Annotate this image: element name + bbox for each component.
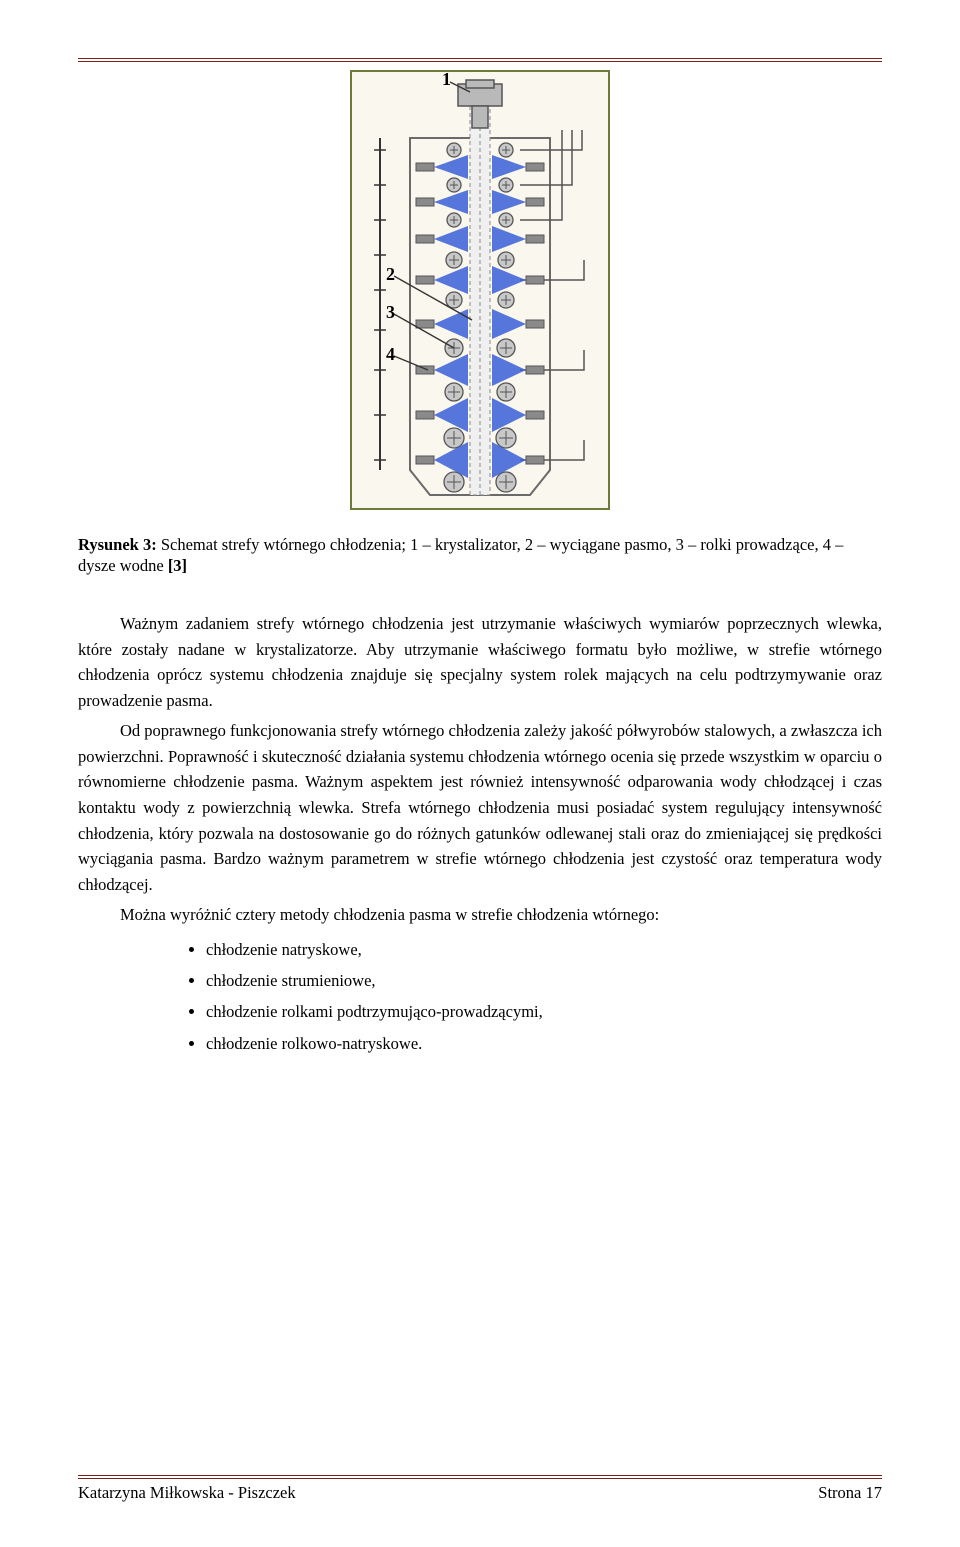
list-item: chłodzenie rolkowo-natryskowe. (206, 1028, 882, 1059)
paragraph-3: Można wyróżnić cztery metody chłodzenia … (78, 902, 882, 928)
page: 1 2 3 4 Rysunek 3: Schemat strefy wtórne… (0, 0, 960, 1547)
body-text: Ważnym zadaniem strefy wtórnego chłodzen… (78, 611, 882, 928)
caption-text: Schemat strefy wtórnego chłodzenia; 1 – … (78, 535, 843, 575)
list-item: chłodzenie rolkami podtrzymująco-prowadz… (206, 996, 882, 1027)
footer-page-number: Strona 17 (818, 1483, 882, 1503)
cooling-zone-diagram: 1 2 3 4 (350, 70, 610, 510)
figure-caption: Rysunek 3: Schemat strefy wtórnego chłod… (78, 534, 882, 577)
figure-container: 1 2 3 4 (78, 70, 882, 510)
footer-author: Katarzyna Miłkowska - Piszczek (78, 1483, 296, 1503)
paragraph-1: Ważnym zadaniem strefy wtórnego chłodzen… (78, 611, 882, 714)
diagram-label-4: 4 (386, 344, 395, 364)
diagram-label-3: 3 (386, 302, 395, 322)
methods-list: chłodzenie natryskowe, chłodzenie strumi… (78, 934, 882, 1059)
page-footer: Katarzyna Miłkowska - Piszczek Strona 17 (78, 1475, 882, 1503)
caption-ref: [3] (168, 556, 187, 575)
list-item: chłodzenie natryskowe, (206, 934, 882, 965)
top-horizontal-rule (78, 58, 882, 62)
list-item: chłodzenie strumieniowe, (206, 965, 882, 996)
caption-prefix: Rysunek 3: (78, 535, 157, 554)
diagram-label-1: 1 (442, 70, 451, 89)
paragraph-2: Od poprawnego funkcjonowania strefy wtór… (78, 718, 882, 898)
diagram-label-2: 2 (386, 264, 395, 284)
footer-horizontal-rule (78, 1475, 882, 1479)
